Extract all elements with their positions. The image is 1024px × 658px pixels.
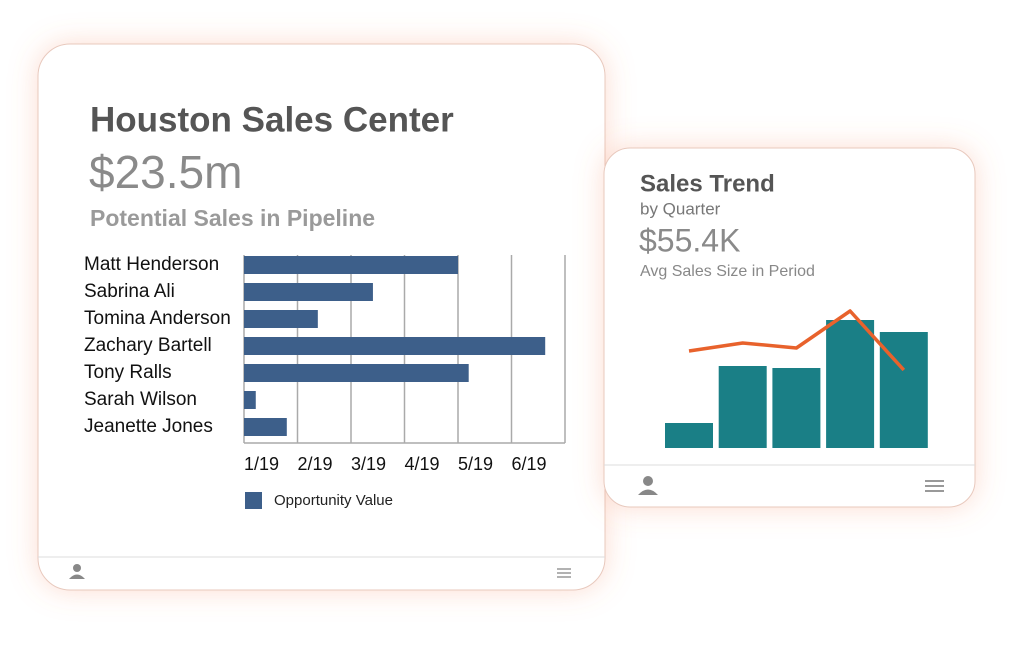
card-value: $23.5m xyxy=(89,146,242,198)
bar xyxy=(772,368,821,448)
card-caption: Avg Sales Size in Period xyxy=(640,263,815,280)
x-tick-label: 5/19 xyxy=(458,454,493,474)
bar xyxy=(244,310,318,328)
user-icon[interactable] xyxy=(69,564,85,579)
card-title: Houston Sales Center xyxy=(90,100,454,139)
y-tick-label: Matt Henderson xyxy=(84,254,219,275)
card-title: Sales Trend xyxy=(640,170,775,197)
legend-label: Opportunity Value xyxy=(274,492,393,509)
bar xyxy=(244,364,469,382)
bar xyxy=(244,283,373,301)
y-tick-label: Tomina Anderson xyxy=(84,308,231,329)
y-tick-label: Sarah Wilson xyxy=(84,389,197,410)
bar xyxy=(244,418,287,436)
list-icon[interactable] xyxy=(557,568,571,578)
user-icon[interactable] xyxy=(638,476,658,495)
y-tick-label: Jeanette Jones xyxy=(84,416,213,437)
x-tick-label: 3/19 xyxy=(351,454,386,474)
card-value: $55.4K xyxy=(639,222,740,258)
x-tick-label: 6/19 xyxy=(512,454,547,474)
card-subtitle: by Quarter xyxy=(640,199,721,218)
bar xyxy=(826,320,875,448)
card-caption: Potential Sales in Pipeline xyxy=(90,205,375,231)
y-tick-label: Zachary Bartell xyxy=(84,335,212,356)
list-icon[interactable] xyxy=(925,480,944,492)
y-tick-label: Tony Ralls xyxy=(84,362,172,383)
bar xyxy=(244,256,458,274)
trend-line xyxy=(688,309,906,372)
bar xyxy=(718,366,767,448)
y-tick-label: Sabrina Ali xyxy=(84,281,175,302)
bar xyxy=(665,423,713,448)
x-tick-label: 4/19 xyxy=(405,454,440,474)
x-tick-label: 2/19 xyxy=(298,454,333,474)
bar xyxy=(244,391,256,409)
legend-swatch xyxy=(245,492,262,509)
bar xyxy=(244,337,546,355)
x-tick-label: 1/19 xyxy=(244,454,279,474)
